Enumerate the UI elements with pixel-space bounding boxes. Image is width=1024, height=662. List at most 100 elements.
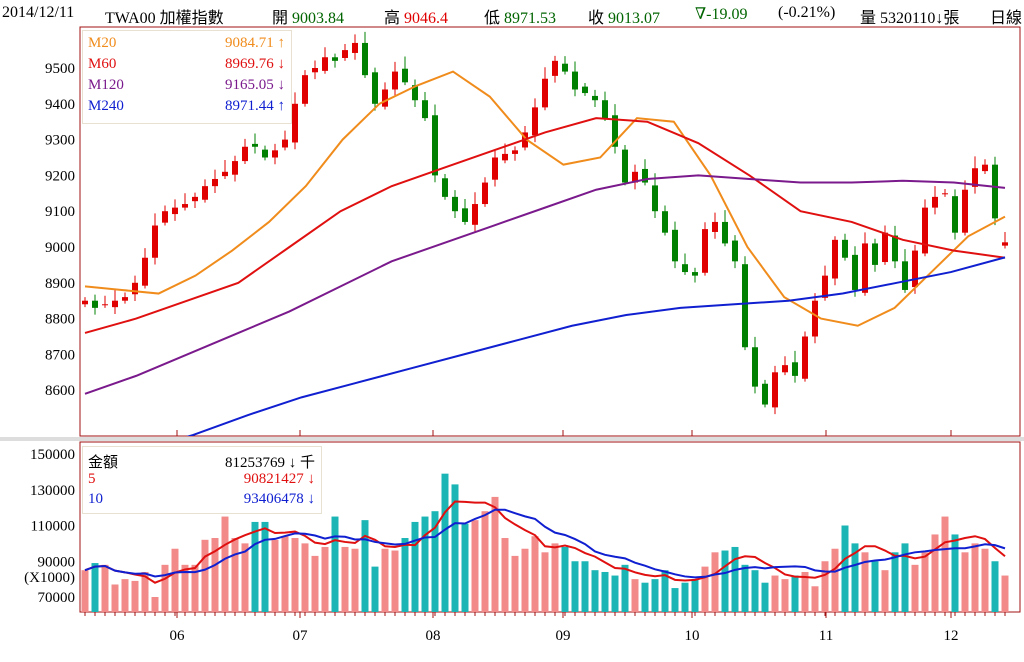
volume-bar [791, 575, 799, 612]
candle-body [732, 240, 738, 262]
candle-body [432, 115, 438, 176]
volume-legend-item-name: 5 [88, 471, 96, 487]
candle-body [782, 365, 788, 373]
volume-bar [531, 536, 539, 612]
month-label: 12 [944, 628, 959, 644]
volume-bar [421, 516, 429, 612]
candle-body [832, 239, 838, 279]
volume-bar [451, 484, 459, 612]
candle-body [982, 164, 988, 172]
candle-body [142, 257, 148, 286]
price-legend-item-name: M20 [88, 35, 117, 51]
price-legend-item-value: 8971.44 ↑ [225, 98, 285, 114]
ma-line-m60 [84, 117, 1006, 334]
volume-legend-item-name: 10 [88, 491, 103, 507]
candle-body [172, 207, 178, 215]
candle-body [652, 185, 658, 212]
candle-body [282, 139, 288, 148]
volume-bar [1001, 575, 1009, 612]
volume-bar [691, 579, 699, 612]
volume-bar [971, 543, 979, 612]
close-label: 收 [588, 10, 605, 27]
volume-bar [371, 566, 379, 612]
ma-line-m120 [84, 174, 1006, 395]
volume-bar [481, 511, 489, 612]
candle-body [842, 239, 848, 258]
volume-bar [821, 561, 829, 612]
price-axis-tick: 9400 [45, 97, 75, 113]
candle-body [672, 229, 678, 262]
high-label: 高 [384, 10, 401, 27]
volume-bar [811, 586, 819, 612]
volume-unit-label: (X1000) [24, 570, 75, 586]
volume-axis-tick: 70000 [38, 590, 76, 606]
candle-body [472, 204, 478, 225]
candle-body [582, 86, 588, 94]
price-axis-tick: 8900 [45, 276, 75, 292]
volume-bar [621, 564, 629, 612]
volume-bar [111, 584, 119, 612]
candle-body [872, 243, 878, 265]
candle-body [372, 72, 378, 104]
volume-bar [651, 579, 659, 612]
volume-bar [891, 552, 899, 612]
price-legend-item-name: M60 [88, 56, 117, 72]
candle-body [312, 68, 318, 73]
candle-body [152, 225, 158, 258]
candle-body [702, 229, 708, 273]
month-label: 08 [426, 628, 441, 644]
volume-bar [251, 521, 259, 612]
month-label: 10 [685, 628, 700, 644]
candle-body [212, 178, 218, 187]
volume-bar [391, 550, 399, 612]
volume-ma10-line [84, 508, 1006, 579]
candle-body [442, 178, 448, 197]
candle-body [362, 42, 368, 76]
candle-body [242, 146, 248, 162]
volume-bar [781, 579, 789, 612]
candle-body [902, 261, 908, 290]
candle-body [332, 57, 338, 61]
candle-body [682, 264, 688, 273]
volume-bar [761, 582, 769, 612]
candle-body [352, 42, 358, 53]
volume-bar [741, 564, 749, 612]
volume-bar [261, 521, 269, 612]
price-legend-item-value: 9165.05 ↓ [225, 77, 285, 93]
volume-bar [601, 571, 609, 612]
period-selector[interactable]: 日線 [990, 10, 1023, 27]
candle-body [972, 168, 978, 187]
candle-body [992, 164, 998, 219]
candle-body [292, 103, 298, 143]
close-value: 9013.07 [608, 10, 661, 27]
volume-bar [771, 575, 779, 612]
volume-value: 5320110↓張 [880, 10, 960, 27]
volume-bar [981, 548, 989, 612]
volume-bar [161, 564, 169, 612]
volume-bar [961, 552, 969, 612]
price-legend-item-name: M120 [88, 77, 124, 93]
candle-body [322, 57, 328, 71]
volume-bar [521, 548, 529, 612]
volume-bar [201, 539, 209, 612]
volume-bar [491, 496, 499, 612]
candle-body [802, 336, 808, 379]
month-label: 09 [556, 628, 571, 644]
volume-bar [631, 579, 639, 612]
volume-bar [331, 516, 339, 612]
volume-bar [401, 538, 409, 612]
price-legend-item-value: 8969.76 ↓ [225, 56, 285, 72]
volume-bar [431, 511, 439, 612]
candle-body [342, 50, 348, 58]
price-legend-item-value: 9084.71 ↑ [225, 35, 285, 51]
volume-axis-tick: 150000 [30, 447, 75, 463]
volume-bar [311, 555, 319, 612]
candle-body [602, 100, 608, 119]
volume-bar [851, 543, 859, 612]
candle-body [692, 272, 698, 276]
candle-body [592, 95, 598, 101]
change-value: ∇-19.09 [695, 6, 748, 23]
candle-body [382, 89, 388, 107]
volume-ma5-line [84, 500, 1006, 584]
